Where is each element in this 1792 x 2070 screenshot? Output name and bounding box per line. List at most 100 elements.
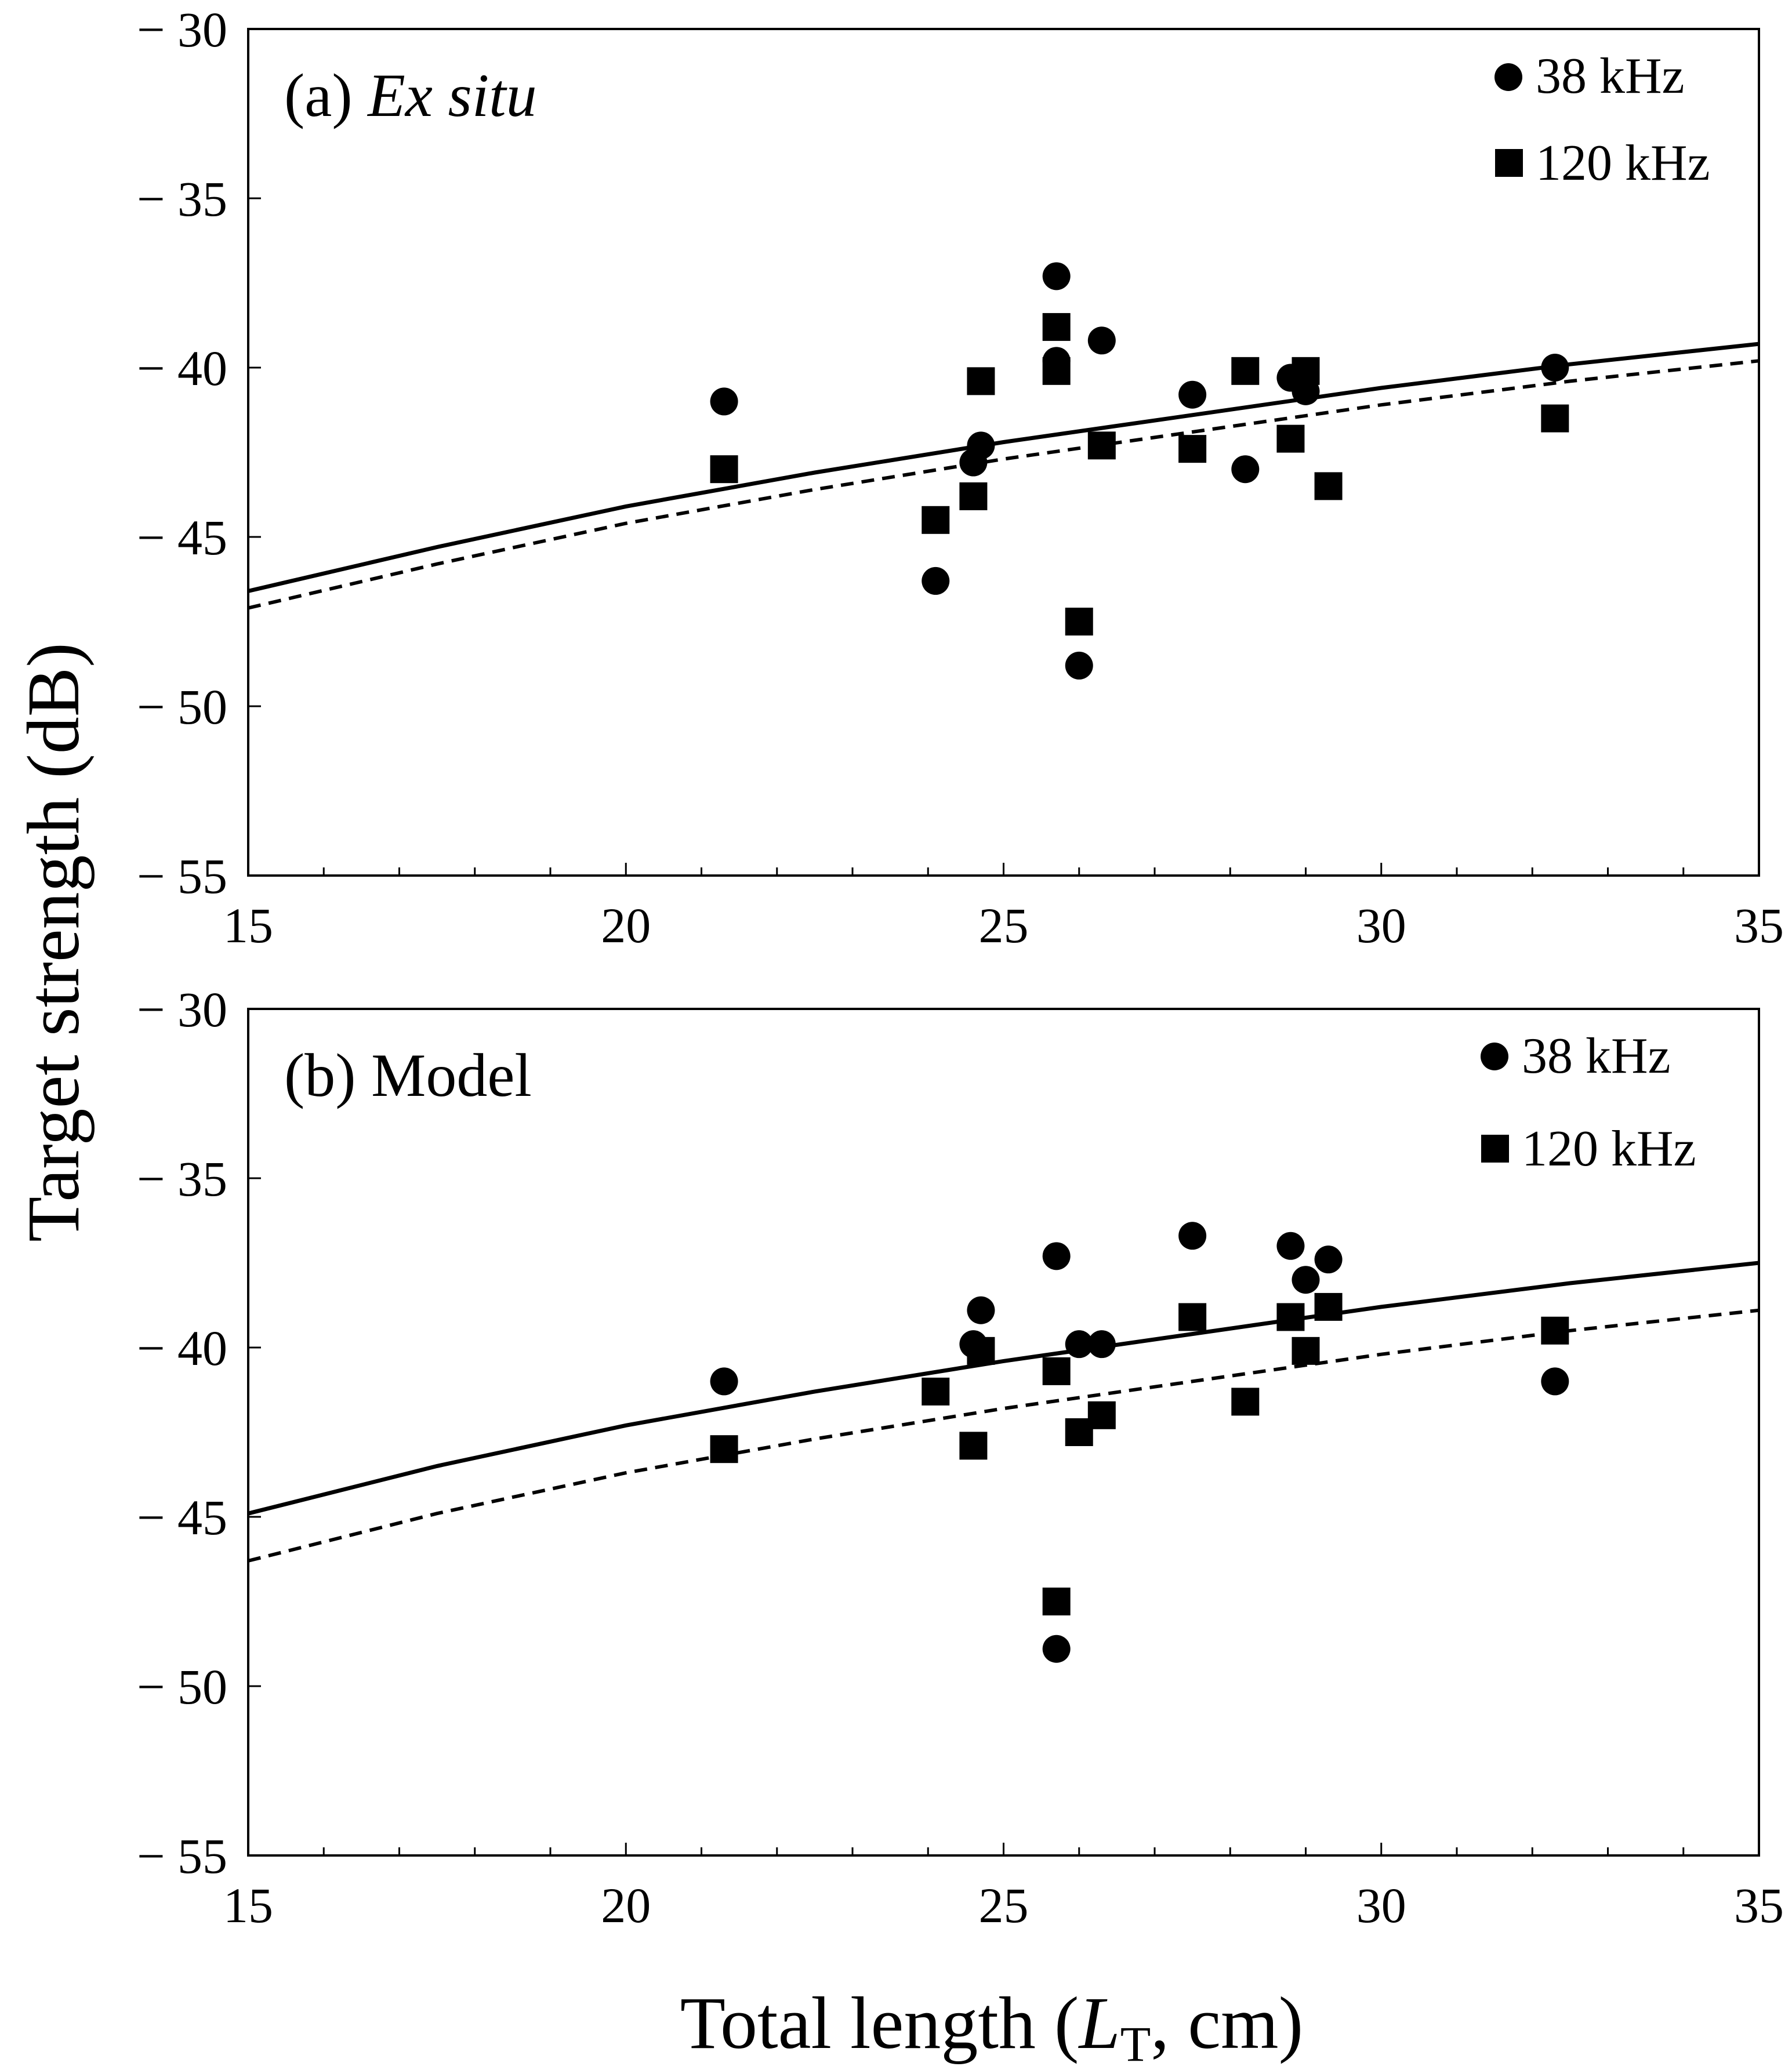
point-120khz: [1042, 1588, 1071, 1615]
point-120khz: [1276, 424, 1305, 453]
fit-line-38khz: [248, 342, 1760, 593]
y-tick-label: − 45: [137, 510, 227, 565]
panel-a: 15 20 25 30 35 − 30 − 35 − 40 − 45 − 50 − 55 (a) …: [137, 2, 1784, 953]
plot-frame: [247, 28, 1760, 877]
point-38khz: [1178, 1222, 1207, 1250]
y-tick-labels: − 30 − 35 − 40 − 45 − 50 − 55: [137, 2, 227, 904]
y-tick-label: − 55: [137, 848, 227, 904]
y-tick-label: − 55: [137, 1828, 227, 1884]
x-tick-label: 35: [1734, 898, 1784, 953]
panel-title: (b) Model: [284, 1041, 532, 1109]
axis-ticks: [248, 197, 1685, 876]
x-tick-label: 35: [1734, 1877, 1784, 1933]
point-120khz: [967, 1337, 995, 1365]
point-120khz: [1276, 1303, 1305, 1331]
point-38khz: [1541, 1367, 1569, 1396]
legend-label-38khz: 38 kHz: [1522, 1028, 1671, 1084]
panel-b: 15 20 25 30 35 − 30 − 35 − 40 − 45 − 50 − 55 (b) …: [137, 982, 1784, 1933]
point-120khz: [1314, 1292, 1343, 1321]
legend-square-marker: [1495, 149, 1523, 177]
point-120khz: [922, 1377, 950, 1406]
y-tick-label: − 50: [137, 1659, 227, 1715]
x-tick-label: 25: [979, 898, 1029, 953]
legend-label-120khz: 120 kHz: [1536, 135, 1710, 191]
point-120khz: [967, 367, 995, 395]
point-38khz: [1178, 380, 1207, 409]
y-tick-label: − 35: [137, 1151, 227, 1207]
point-38khz: [1065, 1330, 1093, 1359]
legend: 38 kHz 120 kHz: [1481, 1028, 1696, 1177]
point-38khz: [1087, 1330, 1116, 1359]
point-120khz: [922, 506, 950, 534]
y-tick-labels: − 30 − 35 − 40 − 45 − 50 − 55: [137, 982, 227, 1884]
y-tick-label: − 40: [137, 1320, 227, 1376]
x-axis-label: Total length (LT, cm): [680, 1982, 1303, 2070]
point-38khz: [967, 1296, 995, 1324]
point-120khz: [1231, 357, 1260, 385]
point-38khz: [1042, 1635, 1071, 1663]
point-120khz: [1541, 404, 1569, 433]
point-38khz: [1292, 1266, 1320, 1294]
legend-circle-marker: [1481, 1043, 1508, 1070]
y-tick-label: − 30: [137, 982, 227, 1037]
y-tick-label: − 30: [137, 2, 227, 57]
x-tick-label: 20: [601, 898, 651, 953]
point-38khz: [1541, 354, 1569, 382]
point-38khz: [710, 387, 738, 416]
point-38khz: [710, 1367, 738, 1396]
y-tick-label: − 40: [137, 340, 227, 396]
point-120khz: [1042, 313, 1071, 341]
fit-line-38khz: [248, 1261, 1760, 1516]
point-120khz: [710, 1435, 738, 1463]
y-tick-label: − 45: [137, 1490, 227, 1545]
point-120khz: [1042, 357, 1071, 385]
point-120khz: [1042, 1357, 1071, 1385]
point-38khz: [1087, 326, 1116, 355]
y-axis-label: Target strength (dB): [12, 642, 95, 1242]
point-120khz: [710, 455, 738, 484]
legend: 38 kHz 120 kHz: [1494, 48, 1710, 191]
fit-line-120khz: [248, 359, 1760, 610]
point-120khz: [1178, 435, 1207, 463]
x-tick-label: 30: [1356, 898, 1406, 953]
point-38khz: [922, 566, 950, 595]
data-points: [710, 1222, 1569, 1663]
x-tick-labels: 15 20 25 30 35: [223, 898, 1784, 953]
point-120khz: [1087, 1401, 1116, 1429]
fit-curves: [248, 1261, 1760, 1563]
point-120khz: [1231, 1388, 1260, 1416]
x-tick-label: 30: [1356, 1877, 1406, 1933]
point-120khz: [1541, 1316, 1569, 1345]
x-tick-label: 25: [979, 1877, 1029, 1933]
x-tick-label: 15: [223, 898, 273, 953]
legend-label-38khz: 38 kHz: [1536, 48, 1685, 104]
panel-title: (a) Ex situ: [284, 61, 537, 129]
point-38khz: [1042, 262, 1071, 290]
point-38khz: [1065, 651, 1093, 680]
point-120khz: [1178, 1303, 1207, 1331]
y-tick-label: − 50: [137, 679, 227, 735]
point-120khz: [1292, 1337, 1320, 1365]
x-tick-labels: 15 20 25 30 35: [223, 1877, 1784, 1933]
point-120khz: [959, 1432, 988, 1460]
legend-square-marker: [1481, 1135, 1509, 1163]
point-38khz: [1042, 1242, 1071, 1270]
point-38khz: [1314, 1245, 1343, 1274]
point-38khz: [967, 431, 995, 460]
point-120khz: [1065, 608, 1093, 635]
axis-ticks: [248, 1177, 1685, 1855]
x-tick-label: 15: [223, 1877, 273, 1933]
point-120khz: [1292, 357, 1320, 385]
x-tick-label: 20: [601, 1877, 651, 1933]
legend-label-120khz: 120 kHz: [1522, 1121, 1696, 1177]
point-120khz: [959, 482, 988, 510]
point-120khz: [1314, 472, 1343, 500]
legend-circle-marker: [1494, 63, 1522, 91]
point-120khz: [1087, 431, 1116, 460]
y-tick-label: − 35: [137, 171, 227, 227]
point-38khz: [1231, 455, 1260, 484]
data-points: [710, 262, 1569, 680]
fit-curves: [248, 342, 1760, 610]
point-38khz: [1276, 1232, 1305, 1260]
